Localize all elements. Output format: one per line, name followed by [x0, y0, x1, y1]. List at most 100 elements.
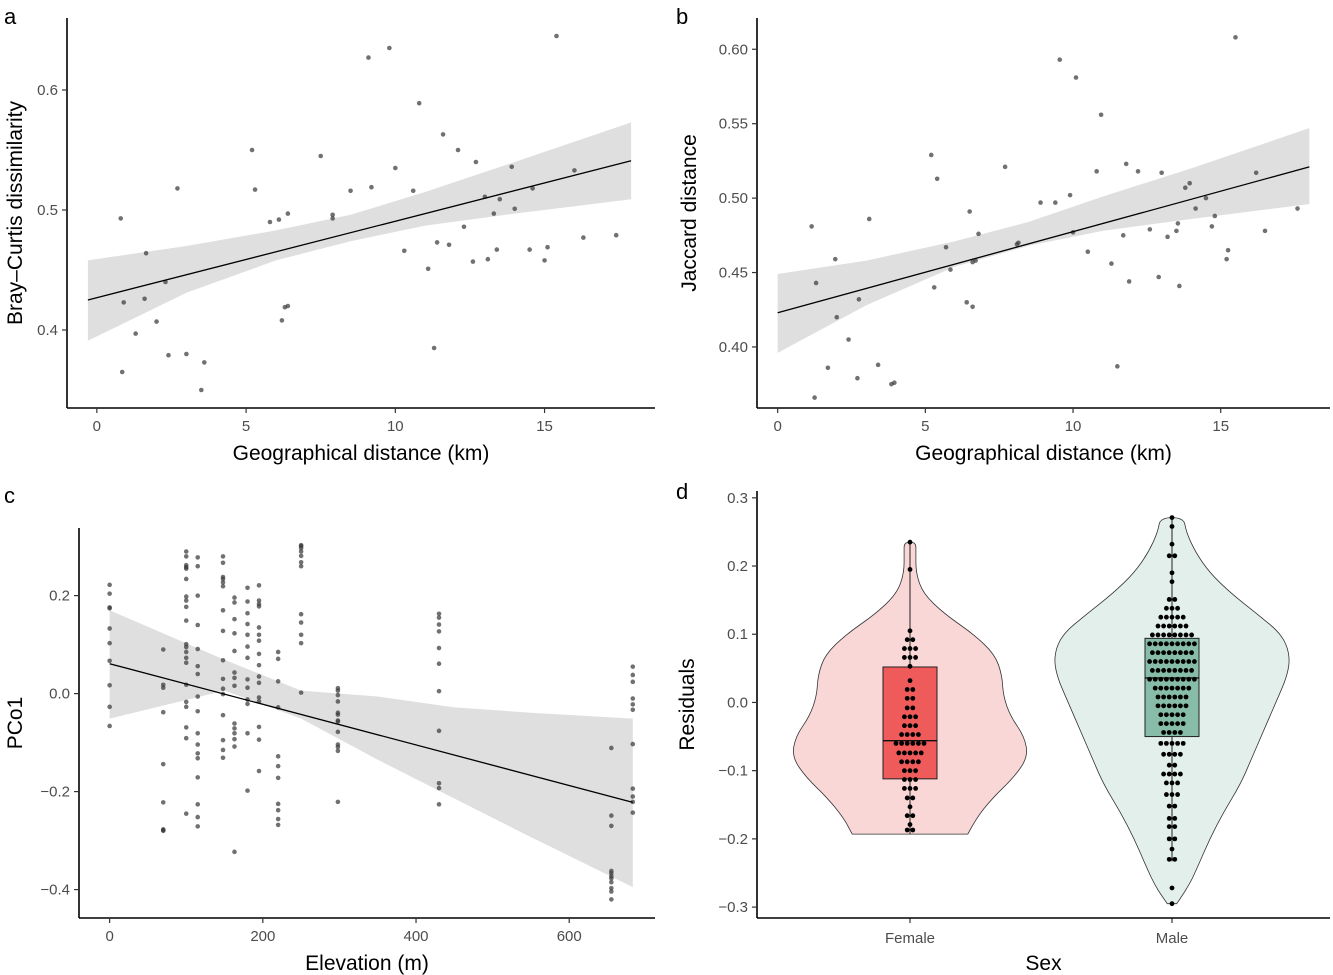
panel-label: c — [4, 483, 15, 508]
data-point — [160, 828, 166, 834]
data-point — [183, 660, 189, 666]
regression-line — [777, 166, 1310, 314]
data-point — [195, 555, 201, 560]
swarm-point — [1169, 676, 1175, 682]
swarm-point — [902, 723, 907, 729]
data-point — [572, 168, 577, 173]
swarm-point — [1172, 824, 1178, 829]
data-point — [470, 259, 476, 264]
data-point — [245, 701, 250, 707]
data-point — [245, 610, 250, 616]
swarm-point — [1161, 730, 1166, 735]
swarm-point — [899, 732, 904, 737]
swarm-point — [1175, 659, 1180, 664]
data-point — [1120, 233, 1126, 238]
swarm-point — [1180, 740, 1186, 746]
data-point — [494, 247, 500, 252]
y-tick-label: −0.2 — [40, 784, 70, 801]
swarm-point — [907, 723, 913, 729]
y-tick-label: −0.2 — [718, 831, 748, 848]
swarm-point — [904, 732, 910, 737]
panel-label: b — [676, 4, 688, 29]
data-point — [630, 664, 636, 669]
swarm-point — [1155, 703, 1161, 709]
swarm-point — [1166, 836, 1172, 842]
data-point — [545, 244, 550, 250]
data-point — [232, 595, 237, 600]
data-point — [609, 885, 614, 891]
data-point — [1165, 234, 1170, 240]
data-point — [393, 165, 398, 171]
data-point — [609, 876, 614, 881]
data-point — [107, 640, 112, 646]
y-tick-label: 0.50 — [719, 190, 748, 207]
data-point — [1109, 261, 1114, 266]
data-point — [245, 730, 250, 736]
swarm-point — [910, 795, 916, 801]
swarm-point — [913, 723, 918, 729]
swarm-point — [902, 714, 907, 720]
data-point — [335, 748, 341, 754]
data-point — [160, 761, 166, 767]
swarm-point — [918, 750, 924, 756]
data-point — [275, 763, 281, 769]
data-point — [245, 585, 250, 591]
data-point — [440, 132, 446, 137]
scatter-points — [107, 542, 636, 902]
data-point — [220, 608, 226, 613]
swarm-point — [913, 655, 918, 660]
data-point — [107, 582, 112, 588]
x-tick-label: 400 — [404, 928, 429, 945]
data-point — [118, 216, 124, 221]
swarm-point — [904, 813, 910, 819]
data-point — [298, 640, 304, 646]
y-tick-label: 0.1 — [727, 626, 748, 643]
data-point — [256, 583, 262, 588]
swarm-point — [904, 687, 910, 692]
data-point — [184, 351, 189, 357]
swarm-point — [1155, 667, 1161, 673]
swarm-point — [904, 695, 910, 701]
y-tick-label: 0.3 — [727, 490, 748, 507]
data-point — [630, 679, 636, 685]
data-point — [119, 369, 125, 375]
data-point — [491, 211, 497, 216]
panel-label: a — [4, 4, 17, 29]
data-point — [931, 285, 937, 290]
swarm-point — [1169, 614, 1175, 620]
swarm-point — [1147, 659, 1152, 664]
swarm-point — [916, 740, 921, 746]
data-point — [335, 692, 341, 698]
data-point — [183, 649, 189, 655]
data-point — [220, 712, 226, 718]
swarm-point — [907, 539, 913, 545]
data-point — [285, 211, 291, 216]
swarm-point — [1166, 856, 1172, 862]
data-point — [1016, 240, 1021, 246]
swarm-point — [1155, 623, 1161, 629]
data-point — [1203, 195, 1209, 201]
data-point — [154, 319, 159, 324]
swarm-point — [1186, 676, 1192, 682]
swarm-point — [1169, 659, 1175, 664]
data-point — [166, 352, 171, 358]
swarm-point — [1169, 605, 1175, 611]
data-point — [245, 788, 250, 793]
data-point — [609, 813, 614, 818]
x-tick-label: 10 — [1065, 418, 1082, 435]
data-point — [1193, 206, 1198, 211]
swarm-point — [1166, 597, 1172, 602]
swarm-point — [1169, 524, 1175, 529]
data-point — [630, 741, 636, 747]
swarm-point — [1158, 614, 1164, 620]
data-point — [1212, 213, 1218, 219]
data-point — [298, 632, 304, 638]
data-point — [1224, 256, 1229, 262]
data-point — [856, 297, 862, 302]
data-point — [1174, 228, 1179, 234]
swarm-point — [904, 827, 910, 833]
y-tick-label: 0.0 — [727, 694, 748, 711]
data-point — [436, 688, 442, 694]
data-point — [183, 655, 189, 661]
swarm-point — [1152, 659, 1158, 664]
